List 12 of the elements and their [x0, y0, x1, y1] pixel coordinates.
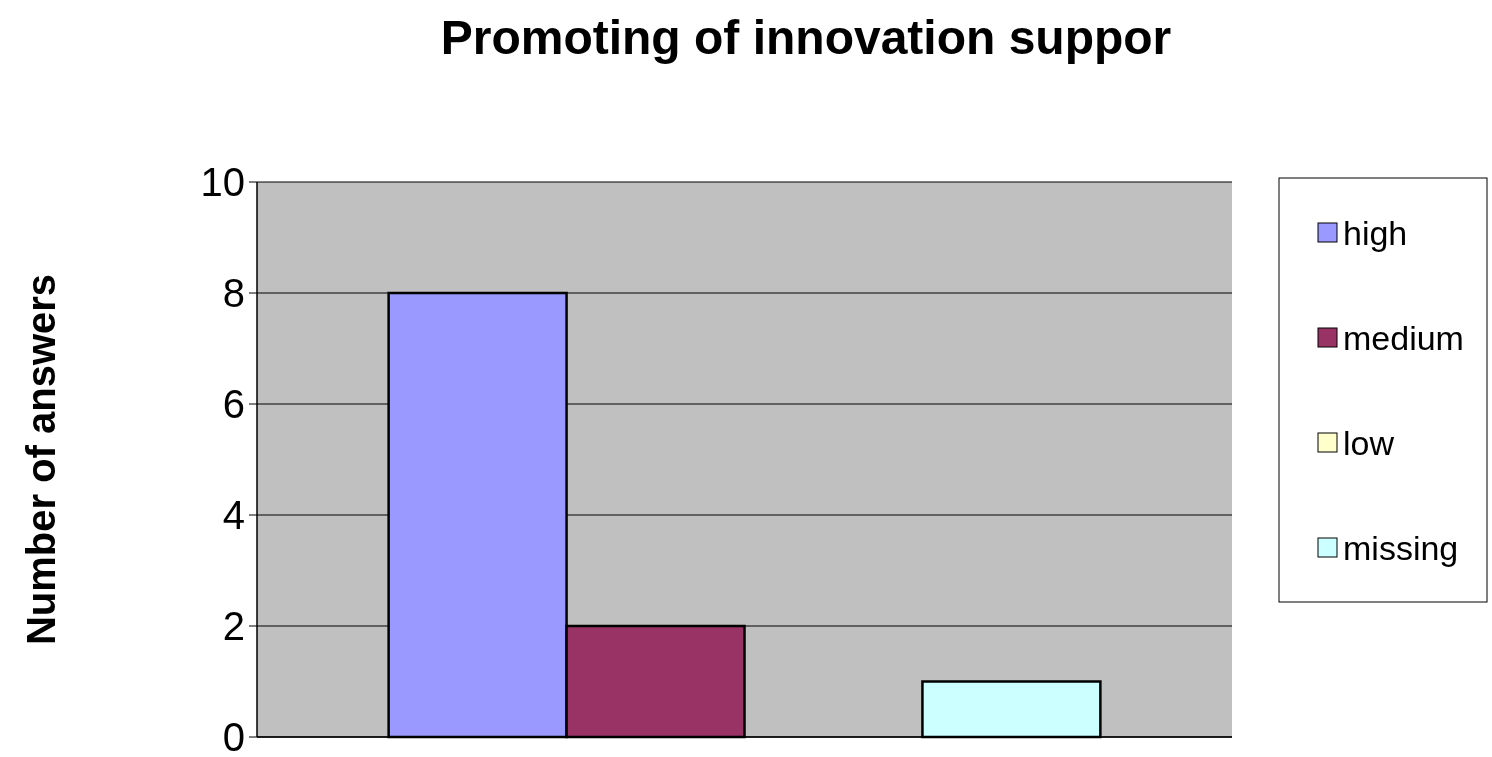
y-tick-label: 8	[222, 271, 245, 315]
legend-label: high	[1343, 213, 1408, 252]
legend-label: low	[1343, 423, 1395, 462]
legend-label: medium	[1343, 318, 1464, 357]
y-tick-label: 4	[222, 493, 245, 537]
y-tick-label: 0	[222, 715, 245, 757]
y-tick-label: 10	[200, 160, 245, 204]
chart-title: Promoting of innovation suppor	[440, 11, 1172, 64]
y-axis-title: Number of answers	[19, 273, 63, 646]
legend-label: missing	[1343, 528, 1459, 567]
y-tick-label: 6	[222, 382, 245, 426]
y-tick-label: 2	[222, 604, 245, 648]
